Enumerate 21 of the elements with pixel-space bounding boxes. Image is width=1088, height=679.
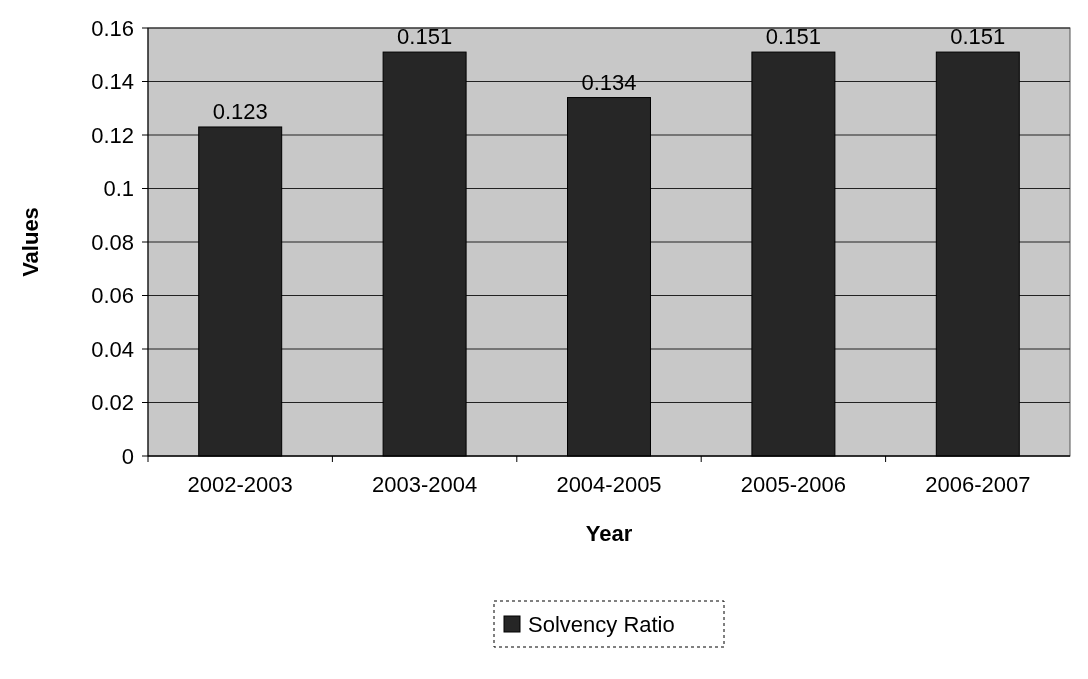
data-label: 0.123 [212, 98, 268, 124]
y-axis-title: Values [18, 207, 43, 277]
data-label: 0.151 [397, 24, 453, 50]
y-tick-label: 0.12 [91, 122, 134, 148]
y-tick-label: 0.1 [103, 176, 134, 202]
x-tick-label: 2005-2006 [740, 472, 847, 497]
x-tick-label: 2004-2005 [556, 472, 662, 497]
y-tick-label: 0 [121, 443, 134, 469]
y-tick-label: 0.06 [91, 283, 134, 309]
data-label: 0.151 [765, 24, 821, 50]
legend-label: Solvency Ratio [528, 611, 675, 637]
y-tick-label: 0.04 [91, 336, 134, 362]
x-tick-label: 2006-2007 [925, 472, 1031, 497]
x-tick-label: 2003-2004 [371, 472, 478, 497]
y-tick-label: 0.08 [91, 229, 134, 255]
x-tick-label: 2002-2003 [187, 472, 293, 497]
y-tick-label: 0.16 [91, 15, 134, 41]
x-axis-title: Year [585, 521, 633, 546]
y-tick-label: 0.14 [91, 69, 134, 95]
y-tick-label: 0.02 [91, 390, 134, 416]
data-label: 0.151 [950, 24, 1006, 50]
